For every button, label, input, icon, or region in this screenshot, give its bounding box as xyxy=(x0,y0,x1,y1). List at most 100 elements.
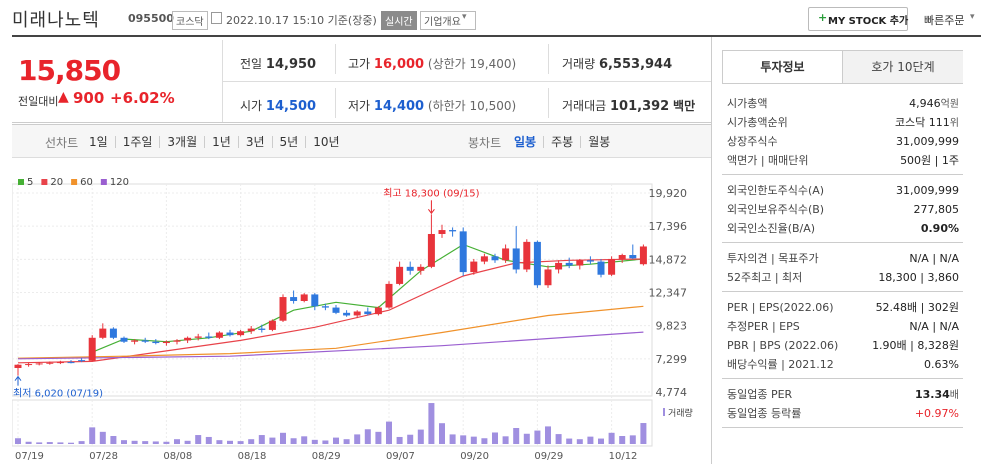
candle-body xyxy=(533,241,541,286)
volume-bar xyxy=(280,432,286,444)
info-row: 외국인한도주식수(A) 31,009,999 xyxy=(722,181,963,200)
volume-bar xyxy=(290,438,297,444)
quote-label: 거래량 xyxy=(562,57,596,71)
candle-body xyxy=(544,269,552,286)
volume-bar xyxy=(598,438,604,444)
volume-bar xyxy=(396,436,403,444)
volume-bar xyxy=(460,435,467,444)
info-value: 18,300 | 3,860 xyxy=(878,271,959,284)
info-value: 31,009,999 xyxy=(896,184,959,197)
dropdown-arrow: ▾ xyxy=(462,12,467,22)
info-value: 13.34 xyxy=(915,388,950,401)
volume-bar xyxy=(269,437,276,444)
candle-body xyxy=(449,230,457,232)
volume-legend: 거래량 xyxy=(668,407,693,419)
quote-cell: 고가 16,000 (상한가 19,400) xyxy=(348,55,516,72)
period-button[interactable]: 일봉 xyxy=(514,135,537,149)
volume-bar xyxy=(25,441,32,444)
period-button[interactable]: 5년 xyxy=(271,136,306,148)
x-tick-label: 08/18 xyxy=(238,451,267,462)
volume-bar xyxy=(57,442,64,444)
volume-bar xyxy=(513,428,520,444)
candle-chart-label: 봉차트 xyxy=(468,136,502,150)
info-label: 추정PER | EPS xyxy=(727,320,800,333)
info-value-wrap: N/A | N/A xyxy=(909,317,959,336)
candle-body xyxy=(427,233,435,267)
candle-body xyxy=(279,297,287,321)
info-unit: 억원 xyxy=(940,99,959,110)
info-value-wrap: 0.90% xyxy=(921,219,959,238)
quick-order[interactable]: 빠른주문 xyxy=(924,14,965,27)
candle-body xyxy=(374,307,382,315)
candle-body xyxy=(258,328,266,330)
header-rule xyxy=(12,35,981,37)
quote-value: 6,553,944 xyxy=(598,57,673,72)
my-stock-button[interactable] xyxy=(808,7,908,31)
quote-label: 거래대금 xyxy=(562,99,607,113)
candle-body xyxy=(162,341,170,344)
volume-bar xyxy=(322,440,329,444)
volume-bar xyxy=(576,439,583,444)
period-button[interactable]: 1주일 xyxy=(114,136,160,148)
info-value-wrap: 1.90배 | 8,328원 xyxy=(872,336,959,355)
moving-average-line xyxy=(91,243,644,353)
invest-info: 시가총액 4,946억원 시가총액순위 코스닥 111위 상장주식수 31,009,999… xyxy=(722,88,963,428)
volume-bar xyxy=(46,442,53,444)
info-label: PBR | BPS (2022.06) xyxy=(727,339,839,352)
quote-cell: 거래대금 101,392 백만 xyxy=(562,97,695,114)
info-row: 액면가 | 매매단위 500원 | 1주 xyxy=(722,151,963,170)
candle-body xyxy=(555,262,563,270)
x-tick-label: 07/19 xyxy=(15,451,44,462)
volume-bar xyxy=(545,426,551,444)
market-badge: 코스닥 xyxy=(172,11,208,30)
period-button[interactable]: 1일 xyxy=(89,135,108,149)
period-button[interactable]: 10년 xyxy=(305,136,346,148)
divider xyxy=(548,88,549,118)
period-button[interactable]: 주봉 xyxy=(543,136,580,148)
my-stock-label: MY STOCK 추가 xyxy=(828,16,909,27)
volume-bar xyxy=(311,439,318,444)
quote-label: 저가 xyxy=(348,99,371,113)
info-unit: 배 xyxy=(949,390,959,401)
info-row: 시가총액 4,946억원 xyxy=(722,94,963,113)
info-row: 투자의견 | 목표주가 N/A | N/A xyxy=(722,249,963,268)
candle-body xyxy=(618,255,626,259)
info-group: 동일업종 PER 13.34배 동일업종 등락률 +0.97% xyxy=(722,379,963,428)
candle-body xyxy=(290,297,298,302)
y-tick-label: 9,823 xyxy=(656,320,688,333)
candle-body xyxy=(88,337,96,361)
company-info-button[interactable]: 기업개요 xyxy=(420,11,476,30)
tab[interactable]: 투자정보 xyxy=(723,51,842,83)
candle-body xyxy=(343,312,351,316)
info-label: 외국인보유주식수(B) xyxy=(727,203,825,216)
quote-cell: 저가 14,400 (하한가 10,500) xyxy=(348,97,516,114)
period-button[interactable]: 3개월 xyxy=(159,136,204,148)
volume-bar xyxy=(417,429,424,444)
candle-body xyxy=(512,248,520,270)
period-button[interactable]: 1년 xyxy=(204,136,238,148)
quote-label: 전일 xyxy=(240,57,263,71)
candle-body xyxy=(67,362,75,364)
candle-body xyxy=(247,328,255,332)
info-value: 1.90배 | 8,328원 xyxy=(872,339,959,352)
quote-value: 16,000 xyxy=(373,57,425,72)
volume-bar xyxy=(375,431,382,444)
info-row: 시가총액순위 코스닥 111위 xyxy=(722,113,963,132)
divider xyxy=(548,44,549,74)
period-button[interactable]: 3년 xyxy=(237,136,272,148)
period-button[interactable]: 월봉 xyxy=(580,136,617,148)
info-value-wrap: 코스닥 111위 xyxy=(895,113,959,133)
candle-body xyxy=(597,261,605,275)
volume-bar xyxy=(89,427,96,444)
quote-value: 14,950 xyxy=(265,57,317,72)
tab[interactable]: 호가 10단계 xyxy=(842,51,963,83)
info-value: 0.90% xyxy=(920,222,959,235)
candle-body xyxy=(109,328,117,338)
candle-body xyxy=(173,340,181,342)
volume-bar xyxy=(555,434,562,444)
candle-body xyxy=(237,331,245,336)
stock-name: 미래나노텍 xyxy=(12,10,100,31)
candle-body xyxy=(639,246,647,265)
info-value-wrap: 52.48배 | 302원 xyxy=(876,298,959,317)
